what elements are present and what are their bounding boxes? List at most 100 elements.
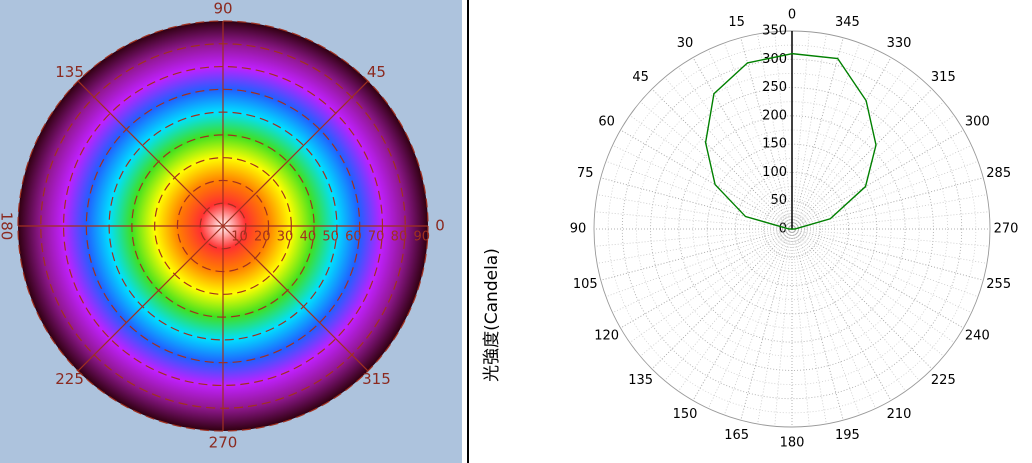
radial-tick-label: 90 xyxy=(413,230,430,245)
angle-tick-label: 285 xyxy=(986,166,1011,181)
angle-grid-line xyxy=(600,228,793,281)
minor-spoke xyxy=(791,228,972,314)
radial-tick-label: 200 xyxy=(762,108,787,123)
angle-grid-line xyxy=(77,80,224,227)
angle-tick-label: 345 xyxy=(835,15,860,30)
angle-tick-label: 165 xyxy=(724,428,749,443)
minor-spoke xyxy=(791,228,810,427)
angle-grid-line xyxy=(791,88,933,230)
minor-spoke xyxy=(791,228,906,392)
minor-grid-circle xyxy=(720,157,864,301)
minor-spoke xyxy=(791,228,877,409)
y-axis-label: 光強度(Candela) xyxy=(482,248,502,382)
angle-tick-label: 90 xyxy=(570,222,587,237)
radial-tick-label: 50 xyxy=(322,230,339,245)
grid-circle xyxy=(734,171,850,287)
angle-grid-line xyxy=(740,37,793,230)
minor-spoke xyxy=(791,228,979,298)
angle-tick-label: 45 xyxy=(367,63,386,81)
angle-grid-line xyxy=(791,228,964,329)
angle-grid-line xyxy=(77,225,224,372)
minor-spoke xyxy=(791,66,906,230)
radial-tick-label: 20 xyxy=(254,230,271,245)
angle-tick-label: 315 xyxy=(362,370,391,388)
minor-spoke xyxy=(791,228,988,264)
angle-tick-label: 60 xyxy=(598,115,615,130)
angle-tick-label: 255 xyxy=(986,277,1011,292)
minor-spoke xyxy=(757,33,793,230)
angle-tick-label: 120 xyxy=(594,329,619,344)
angle-grid-line xyxy=(651,228,793,370)
angle-tick-label: 105 xyxy=(573,277,598,292)
radial-tick-label: 350 xyxy=(762,24,787,39)
angle-tick-label: 90 xyxy=(213,0,232,18)
series-line xyxy=(704,52,877,230)
angle-tick-label: 270 xyxy=(994,222,1019,237)
angle-grid-line xyxy=(692,228,793,401)
minor-spoke xyxy=(791,144,972,230)
angle-grid-line xyxy=(651,88,793,230)
minor-spoke xyxy=(757,228,793,425)
angle-tick-label: 135 xyxy=(55,63,84,81)
minor-spoke xyxy=(791,228,827,425)
minor-spoke xyxy=(640,101,793,230)
minor-spoke xyxy=(791,160,979,230)
grid-circle xyxy=(763,200,821,258)
radial-tick-label: 10 xyxy=(231,230,248,245)
minor-spoke xyxy=(594,228,793,247)
minor-spoke xyxy=(791,228,920,381)
angle-tick-label: 315 xyxy=(931,70,956,85)
angle-tick-label: 300 xyxy=(965,115,990,130)
angle-tick-label: 135 xyxy=(628,373,653,388)
radial-tick-label: 100 xyxy=(762,165,787,180)
radial-tick-label: 50 xyxy=(770,193,787,208)
angle-grid-line xyxy=(791,228,892,401)
minor-spoke xyxy=(678,66,793,230)
minor-spoke xyxy=(612,144,793,230)
angle-tick-label: 30 xyxy=(677,36,694,51)
angle-tick-label: 210 xyxy=(887,407,912,422)
angle-tick-label: 45 xyxy=(632,70,649,85)
angle-grid-line xyxy=(222,225,369,372)
radial-tick-label: 250 xyxy=(762,80,787,95)
grid-circle xyxy=(621,58,963,400)
radial-tick-label: 60 xyxy=(345,230,362,245)
angle-tick-label: 225 xyxy=(55,370,84,388)
angle-grid-line xyxy=(740,228,793,421)
minor-spoke xyxy=(707,49,793,230)
minor-grid-circle xyxy=(664,101,920,357)
angle-tick-label: 0 xyxy=(788,8,796,23)
angle-grid-line xyxy=(791,57,892,230)
minor-spoke xyxy=(629,115,793,230)
radial-tick-label: 150 xyxy=(762,137,787,152)
minor-spoke xyxy=(791,115,955,230)
radial-tick-label: 70 xyxy=(368,230,385,245)
angle-grid-line xyxy=(791,228,844,421)
angle-tick-label: 330 xyxy=(887,36,912,51)
angle-tick-label: 195 xyxy=(835,428,860,443)
minor-spoke xyxy=(605,228,793,298)
radial-tick-label: 30 xyxy=(277,230,294,245)
angle-grid-line xyxy=(791,228,984,281)
angle-tick-label: 225 xyxy=(931,373,956,388)
angle-grid-line xyxy=(620,228,793,329)
minor-spoke xyxy=(664,228,793,381)
grid-circle xyxy=(678,115,906,343)
angle-grid-line xyxy=(791,228,933,370)
angle-tick-label: 0 xyxy=(435,217,445,235)
minor-spoke xyxy=(594,211,793,230)
radial-tick-label: 80 xyxy=(391,230,408,245)
angle-tick-label: 180 xyxy=(780,436,805,451)
angle-tick-label: 15 xyxy=(728,15,745,30)
angle-tick-label: 270 xyxy=(209,434,238,452)
minor-spoke xyxy=(791,49,877,230)
angle-grid-line xyxy=(692,57,793,230)
angle-tick-label: 150 xyxy=(673,407,698,422)
angle-tick-label: 75 xyxy=(577,166,594,181)
angle-tick-label: 180 xyxy=(0,212,16,241)
angle-tick-label: 240 xyxy=(965,329,990,344)
minor-spoke xyxy=(596,228,793,264)
angle-grid-line xyxy=(791,37,844,230)
radial-tick-label: 40 xyxy=(300,230,317,245)
